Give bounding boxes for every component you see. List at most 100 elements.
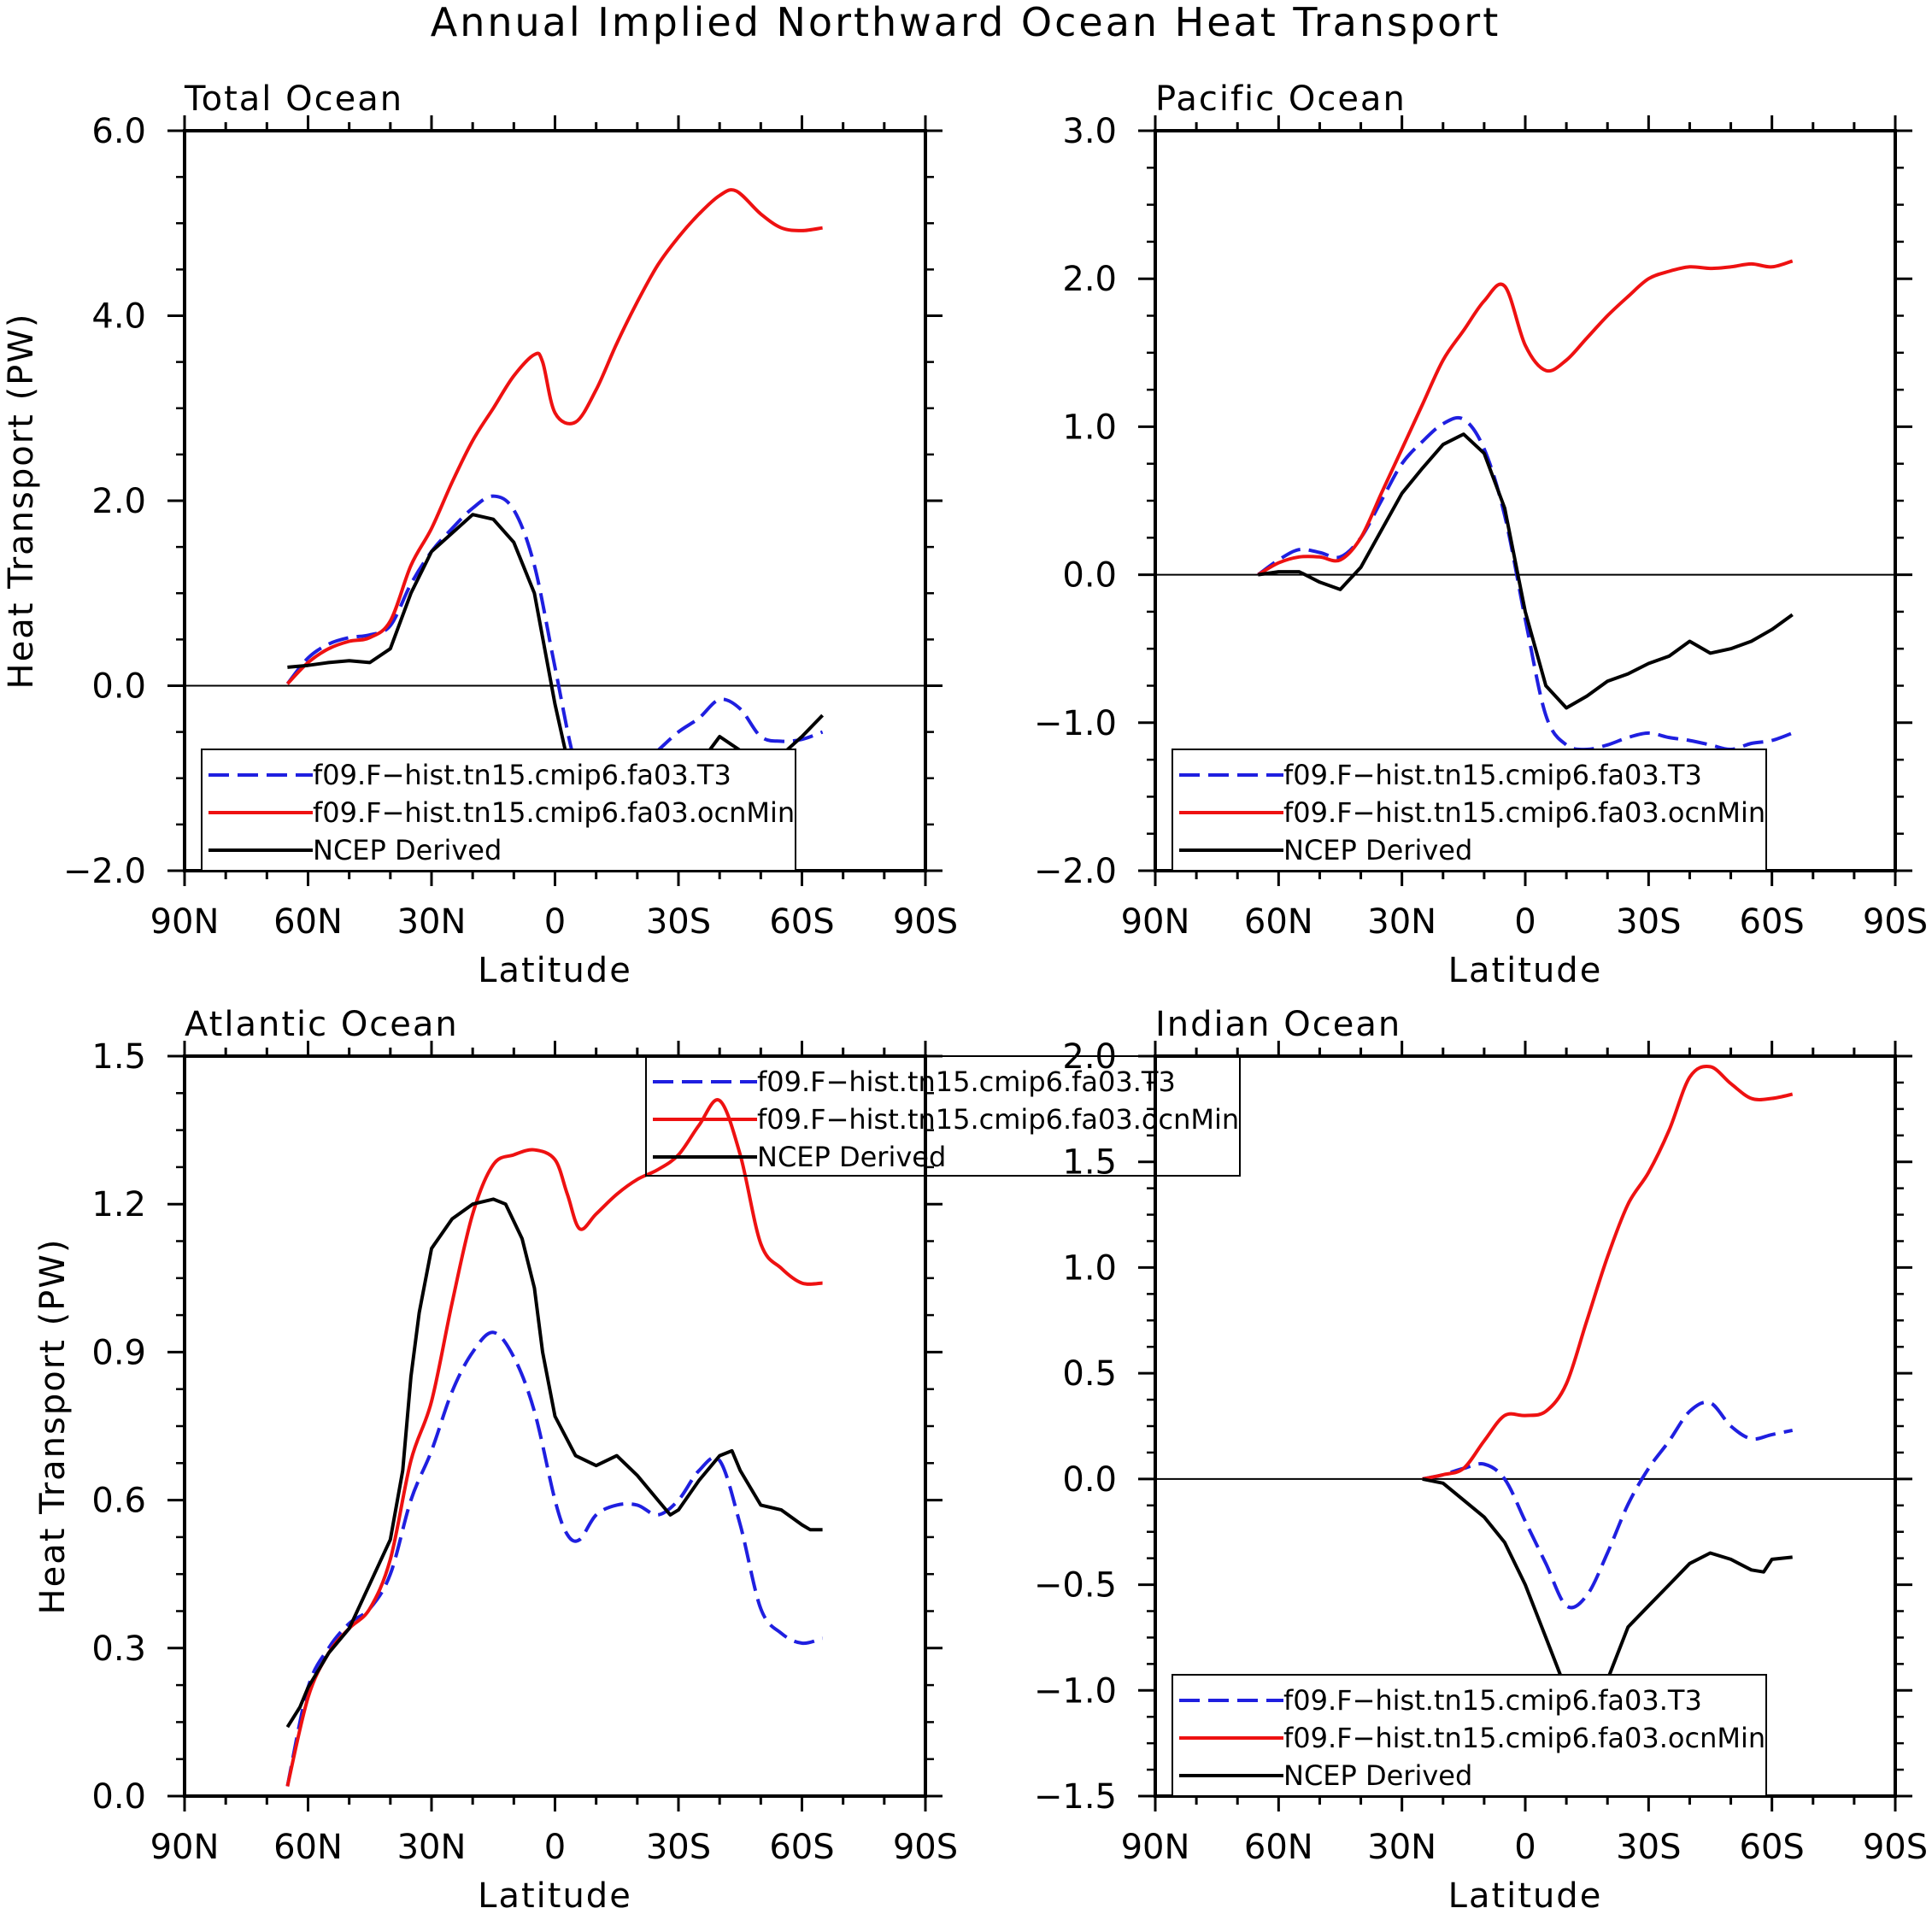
x-tick-label: 30N <box>1367 902 1436 942</box>
legend-label-t3: f09.F−hist.tn15.cmip6.fa03.T3 <box>1283 1684 1702 1717</box>
series-line-t3 <box>1422 1400 1794 1610</box>
series-line-ncep <box>1258 432 1794 710</box>
y-tick-label: 2.0 <box>1062 1037 1117 1077</box>
y-tick-label: 0.0 <box>1062 1460 1117 1500</box>
y-tick-label: 2.0 <box>91 482 146 521</box>
x-tick-label: 30N <box>397 902 467 942</box>
legend-label-ocnmin: f09.F−hist.tn15.cmip6.fa03.ocnMin <box>757 1103 1239 1136</box>
x-axis-title: Latitude <box>478 1876 632 1916</box>
series-group <box>285 1098 824 1787</box>
x-tick-label: 30N <box>397 1828 467 1867</box>
x-tick-label: 30S <box>646 1828 711 1867</box>
x-tick-label: 60N <box>273 902 343 942</box>
legend-label-ocnmin: f09.F−hist.tn15.cmip6.fa03.ocnMin <box>313 796 795 829</box>
legend-label-t3: f09.F−hist.tn15.cmip6.fa03.T3 <box>313 759 731 791</box>
series-line-t3 <box>285 1330 824 1787</box>
y-tick-label: 1.5 <box>91 1037 146 1077</box>
legend-label-t3: f09.F−hist.tn15.cmip6.fa03.T3 <box>757 1066 1176 1098</box>
legend: f09.F−hist.tn15.cmip6.fa03.T3 f09.F−hist.… <box>201 749 796 872</box>
x-tick-label: 30N <box>1367 1828 1436 1867</box>
series-line-ocnmin <box>285 1098 823 1787</box>
x-tick-label: 60S <box>769 1828 834 1867</box>
x-axis: 90N 60N 30N 0 30S 60S 90S Latitude <box>1121 115 1928 990</box>
panel-atlantic: Atlantic Ocean 90N 60N 30N 0 30S 60S 90S Latitud… <box>33 1005 1241 1916</box>
panel-title: Indian Ocean <box>1155 1005 1401 1044</box>
panels: Total Ocean 90N 60N 30N 0 30S 60S 90S Latitude −2… <box>2 79 1928 1916</box>
x-axis: 90N 60N 30N 0 30S 60S 90S Latitude <box>150 115 958 990</box>
y-tick-label: 0.0 <box>1062 556 1117 596</box>
x-tick-label: 90N <box>1121 902 1190 942</box>
legend-label-ncep: NCEP Derived <box>1283 1759 1472 1792</box>
x-tick-label: 90S <box>893 902 958 942</box>
x-tick-label: 90N <box>1121 1828 1190 1867</box>
y-tick-label: 1.2 <box>91 1185 146 1224</box>
x-tick-label: 60N <box>273 1828 343 1867</box>
x-axis-title: Latitude <box>1448 951 1603 990</box>
x-tick-label: 60N <box>1244 1828 1313 1867</box>
y-axis-title: Heat Transport (PW) <box>33 1238 73 1615</box>
series-group <box>285 188 825 837</box>
x-tick-label: 30S <box>1616 1828 1681 1867</box>
x-tick-label: 90S <box>1863 1828 1928 1867</box>
panel-title: Atlantic Ocean <box>185 1005 459 1044</box>
y-tick-label: 3.0 <box>1062 112 1117 151</box>
series-line-t3 <box>1257 415 1794 752</box>
y-tick-label: 0.6 <box>91 1482 146 1521</box>
panel-total: Total Ocean 90N 60N 30N 0 30S 60S 90S Latitude −2… <box>2 79 958 990</box>
y-tick-label: −1.5 <box>1034 1777 1117 1817</box>
series-line-ncep <box>287 513 825 837</box>
x-tick-label: 90N <box>150 902 220 942</box>
y-axis: 0.0 0.3 0.6 0.9 1.2 1.5 Heat Transport (PW) <box>33 1037 943 1817</box>
y-axis-title: Heat Transport (PW) <box>2 313 41 690</box>
legend: f09.F−hist.tn15.cmip6.fa03.T3 f09.F−hist.… <box>1172 749 1767 872</box>
legend: f09.F−hist.tn15.cmip6.fa03.T3 f09.F−hist.… <box>1172 1674 1767 1797</box>
legend-label-t3: f09.F−hist.tn15.cmip6.fa03.T3 <box>1283 759 1702 791</box>
x-tick-label: 0 <box>1514 1828 1536 1867</box>
series-line-ocnmin <box>285 188 823 685</box>
x-tick-label: 60N <box>1244 902 1313 942</box>
series-line-ocnmin <box>1257 259 1794 577</box>
x-axis-title: Latitude <box>1448 1876 1603 1916</box>
y-axis: −2.0 −1.0 0.0 1.0 2.0 3.0 <box>1034 112 1912 891</box>
legend-box <box>645 1055 1241 1177</box>
x-axis-title: Latitude <box>478 951 632 990</box>
series-line-ncep <box>285 1197 823 1729</box>
x-tick-label: 0 <box>1514 902 1536 942</box>
y-tick-label: 2.0 <box>1062 260 1117 299</box>
y-tick-label: 0.0 <box>91 667 146 707</box>
x-tick-label: 0 <box>544 902 566 942</box>
legend-label-ncep: NCEP Derived <box>1283 834 1472 866</box>
y-tick-label: −2.0 <box>1034 852 1117 891</box>
y-tick-label: 1.5 <box>1062 1143 1117 1183</box>
legend-label-ocnmin: f09.F−hist.tn15.cmip6.fa03.ocnMin <box>1283 796 1765 829</box>
y-axis: −2.0 0.0 2.0 4.0 6.0 Heat Transport (PW) <box>2 112 943 891</box>
series-group <box>1257 259 1794 752</box>
x-tick-label: 60S <box>769 902 834 942</box>
figure-title: Annual Implied Northward Ocean Heat Tran… <box>431 0 1501 45</box>
y-tick-label: −2.0 <box>63 852 146 891</box>
x-tick-label: 60S <box>1740 1828 1805 1867</box>
y-tick-label: 0.3 <box>91 1629 146 1669</box>
y-tick-label: −0.5 <box>1034 1566 1117 1606</box>
panel-title: Total Ocean <box>184 79 403 119</box>
series-group <box>1422 1065 1794 1703</box>
y-tick-label: 6.0 <box>91 112 146 151</box>
y-tick-label: 0.5 <box>1062 1354 1117 1394</box>
x-tick-label: 0 <box>544 1828 566 1867</box>
legend-label-ncep: NCEP Derived <box>757 1141 946 1173</box>
series-line-ncep <box>1422 1477 1793 1703</box>
legend-label-ocnmin: f09.F−hist.tn15.cmip6.fa03.ocnMin <box>1283 1722 1765 1754</box>
y-tick-label: 1.0 <box>1062 408 1117 447</box>
y-tick-label: −1.0 <box>1034 704 1117 743</box>
y-tick-label: −1.0 <box>1034 1671 1117 1711</box>
y-tick-label: 0.0 <box>91 1777 146 1817</box>
series-line-t3 <box>285 494 824 800</box>
y-axis: −1.5 −1.0 −0.5 0.0 0.5 1.0 1.5 2.0 <box>1034 1037 1912 1817</box>
x-tick-label: 90S <box>893 1828 958 1867</box>
x-axis: 90N 60N 30N 0 30S 60S 90S Latitude <box>1121 1041 1928 1916</box>
series-line-ocnmin <box>1422 1065 1794 1481</box>
panel-pacific: Pacific Ocean 90N 60N 30N 0 30S 60S 90S Latitude… <box>1034 79 1928 990</box>
panel-title: Pacific Ocean <box>1155 79 1406 119</box>
legend: f09.F−hist.tn15.cmip6.fa03.T3 f09.F−hist.… <box>645 1055 1241 1177</box>
